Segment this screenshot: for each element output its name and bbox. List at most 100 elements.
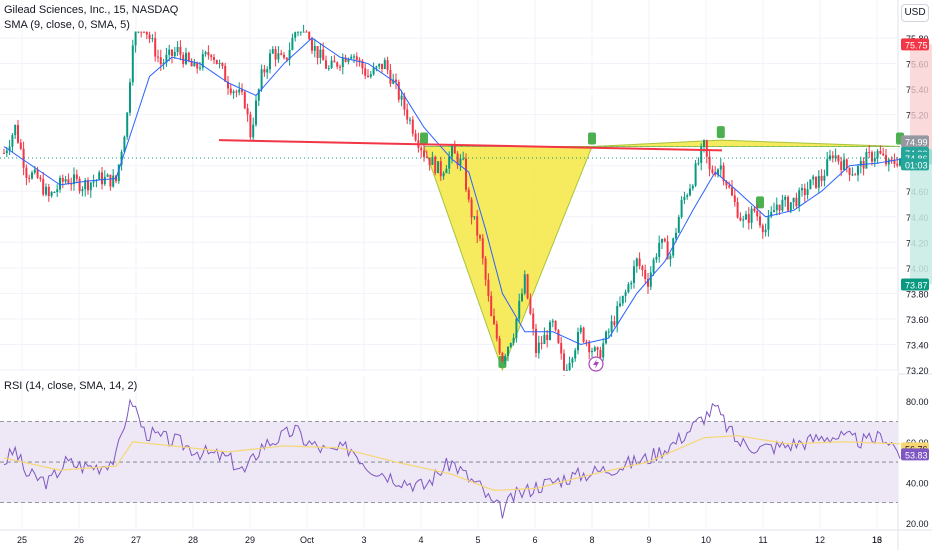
price-tag-label: 75.75	[905, 40, 928, 50]
candle-body	[311, 39, 313, 51]
time-tick-label: 6	[532, 535, 537, 545]
candle-body	[299, 31, 302, 33]
symbol-legend[interactable]: Gilead Sciences, Inc., 15, NASDAQ	[4, 4, 179, 16]
candle-body	[420, 147, 423, 151]
candle-body	[400, 95, 403, 100]
candle-body	[106, 174, 109, 177]
candle-body	[397, 81, 400, 100]
time-tick-label: 8	[589, 535, 594, 545]
candle-body	[154, 38, 157, 57]
candle-body	[781, 199, 784, 211]
candle-body	[896, 163, 899, 166]
candle-body	[532, 313, 535, 329]
time-tick-label: 12	[815, 535, 825, 545]
candle-body	[633, 266, 635, 283]
candle-body	[826, 159, 829, 176]
candle-body	[134, 31, 137, 46]
candle-body	[19, 142, 22, 149]
candle-body	[344, 57, 347, 62]
candle-body	[840, 161, 843, 170]
rsi-ma-line	[3, 435, 901, 491]
candle-body	[341, 57, 344, 68]
candle-body	[537, 342, 540, 354]
candle-body	[621, 295, 624, 304]
rsi-value-tag	[901, 448, 929, 461]
candle-body	[523, 274, 526, 294]
candle-body	[218, 63, 221, 65]
candle-body	[255, 100, 257, 125]
candle-body	[725, 181, 728, 186]
candle-body	[820, 175, 823, 181]
candle-body	[834, 155, 837, 159]
candle-body	[560, 343, 563, 354]
candle-body	[252, 124, 255, 138]
candle-body	[381, 63, 383, 69]
candle-body	[546, 334, 549, 341]
candle-body	[873, 158, 876, 162]
candle-body	[719, 165, 722, 170]
rsi-legend[interactable]: RSI (14, close, SMA, 14, 2)	[4, 380, 138, 392]
candle-body	[795, 197, 798, 207]
candle-body	[649, 272, 652, 287]
candle-body	[526, 274, 529, 299]
candle-body	[459, 158, 462, 165]
candle-body	[36, 169, 39, 178]
candle-body	[767, 216, 770, 230]
candle-body	[109, 174, 112, 187]
candle-body	[179, 46, 182, 55]
price-tick-label: 73.40	[906, 340, 929, 350]
rsi-tick-label: 20.00	[906, 519, 929, 529]
candle-body	[470, 199, 473, 218]
candle-body	[823, 175, 826, 181]
candle-body	[521, 293, 523, 301]
time-tick-label: 11	[758, 535, 767, 545]
candle-body	[291, 37, 294, 50]
candle-body	[677, 216, 680, 233]
candle-body	[185, 52, 187, 65]
candle-body	[493, 316, 495, 325]
candle-body	[423, 150, 425, 157]
candle-body	[271, 49, 274, 54]
candle-body	[232, 91, 235, 94]
sma-legend[interactable]: SMA (9, close, 0, SMA, 5)	[4, 19, 130, 31]
pattern-leg-xab	[423, 146, 593, 372]
candle-body	[798, 190, 801, 207]
candle-body	[610, 321, 613, 332]
candle-body	[565, 369, 568, 371]
candle-body	[885, 155, 887, 165]
candle-body	[515, 318, 518, 338]
candle-body	[857, 166, 859, 176]
candle-body	[635, 258, 638, 267]
candle-body	[47, 186, 50, 197]
candle-body	[630, 282, 633, 285]
candle-body	[666, 241, 669, 260]
candle-body	[700, 147, 703, 163]
candle-body	[157, 56, 159, 58]
currency-button[interactable]: USD	[901, 4, 929, 22]
candle-body	[3, 152, 5, 154]
candle-body	[689, 188, 691, 196]
candle-body	[227, 81, 229, 89]
candle-body	[148, 34, 151, 39]
candle-body	[56, 189, 59, 192]
candle-body	[770, 212, 773, 217]
candle-body	[67, 179, 70, 184]
candle-body	[176, 46, 179, 53]
candle-body	[84, 180, 87, 190]
candle-body	[529, 298, 532, 314]
candle-body	[613, 321, 616, 326]
candle-body	[507, 346, 509, 356]
time-tick-label: 4	[418, 535, 423, 545]
price-tag-label: 01:03	[905, 160, 928, 170]
candle-body	[81, 189, 84, 192]
candle-body	[809, 179, 812, 190]
candles-group	[3, 24, 901, 376]
candle-body	[784, 196, 787, 200]
candle-body	[854, 174, 857, 176]
candle-body	[535, 328, 537, 354]
candle-body	[498, 338, 501, 354]
candle-body	[165, 54, 168, 63]
candle-body	[330, 60, 333, 68]
candle-body	[322, 49, 325, 61]
